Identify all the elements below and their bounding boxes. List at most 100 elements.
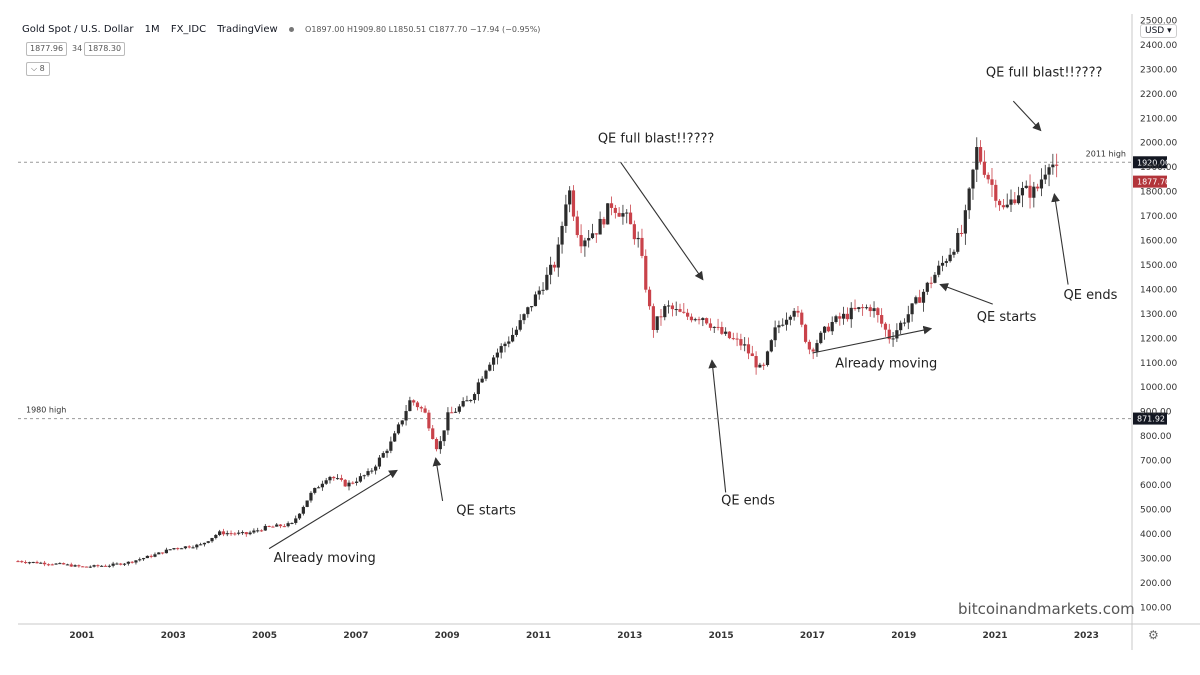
candle-body	[929, 282, 933, 284]
candle-body	[431, 428, 435, 440]
candle-body	[708, 323, 713, 328]
candle-body	[46, 564, 51, 566]
candle-body	[617, 212, 621, 217]
candle-body	[206, 541, 210, 543]
candle-body	[309, 492, 313, 501]
candle-body	[111, 563, 115, 566]
candle-body	[290, 522, 294, 524]
candle-body	[940, 262, 945, 266]
candle-body	[625, 212, 629, 214]
ask-box[interactable]: 1878.30	[84, 42, 126, 56]
candle-body	[952, 251, 956, 255]
candle-body	[415, 402, 420, 408]
candle-body	[1043, 174, 1047, 180]
candle-body	[750, 353, 754, 357]
annotation-label: QE ends	[1064, 288, 1118, 303]
annotation-arrow	[432, 457, 444, 502]
candle-body	[126, 561, 130, 564]
candle-body	[556, 244, 560, 268]
candle-body	[689, 316, 694, 321]
level-label: 2011 high	[1086, 149, 1126, 158]
x-tick-label: 2017	[800, 631, 825, 641]
x-tick-label: 2015	[709, 631, 734, 641]
candle-body	[355, 481, 359, 483]
annotation-arrow	[939, 283, 993, 305]
candle-body	[267, 525, 271, 527]
candle-body	[65, 564, 70, 566]
candle-body	[100, 565, 104, 567]
candle-body	[404, 411, 408, 421]
candle-body	[769, 340, 773, 352]
candle-body	[678, 309, 682, 312]
y-tick-label: 1500.00	[1140, 261, 1177, 271]
candle-body	[575, 216, 579, 236]
candle-body	[982, 161, 986, 175]
candle-body	[537, 290, 541, 295]
candle-body	[568, 190, 572, 205]
candle-body	[594, 233, 598, 235]
candle-body	[533, 294, 538, 307]
candle-body	[183, 546, 188, 549]
candle-body	[781, 324, 785, 326]
candle-body	[758, 364, 762, 368]
candle-body	[754, 356, 758, 368]
candle-body	[240, 532, 245, 534]
candle-body	[320, 483, 324, 488]
candle-body	[1028, 185, 1032, 198]
annotation-label: Already moving	[835, 357, 937, 372]
currency-button[interactable]: USD ▾	[1140, 24, 1177, 38]
candle-body	[54, 563, 58, 565]
candle-body	[160, 552, 165, 554]
candle-body	[670, 305, 674, 310]
candle-body	[210, 537, 214, 542]
candle-body	[792, 310, 796, 317]
annotation-label: Already moving	[274, 551, 376, 566]
candle-body	[1039, 179, 1044, 189]
candle-body	[393, 433, 397, 442]
candle-body	[50, 564, 54, 566]
candle-body	[666, 305, 671, 307]
candle-body	[921, 291, 926, 303]
interval-label[interactable]: 1M	[144, 24, 160, 35]
level-badge	[1133, 412, 1167, 425]
candle-body	[944, 261, 948, 263]
y-tick-label: 1200.00	[1140, 334, 1177, 344]
candle-body	[453, 411, 458, 413]
candle-body	[864, 307, 869, 309]
annotation-arrow	[620, 161, 704, 281]
bid-box[interactable]: 1877.96	[26, 42, 68, 56]
annotation-arrow	[812, 325, 933, 354]
y-tick-label: 1800.00	[1140, 188, 1177, 198]
candle-body	[1051, 164, 1055, 168]
candle-body	[765, 351, 770, 366]
dot-icon	[288, 26, 294, 32]
candle-body	[857, 307, 861, 310]
candle-body	[503, 343, 507, 347]
candle-body	[39, 562, 43, 564]
candle-body	[472, 394, 477, 401]
gear-icon[interactable]: ⚙	[1148, 628, 1159, 642]
candle-body	[883, 323, 888, 330]
annotation-arrow	[1012, 100, 1042, 132]
candle-body	[84, 566, 89, 568]
candle-body	[199, 544, 203, 546]
candle-body	[400, 420, 404, 425]
y-tick-label: 800.00	[1140, 432, 1172, 442]
candle-body	[351, 482, 355, 484]
candle-body	[20, 561, 24, 563]
last-price-text: 1877.70	[1137, 178, 1170, 187]
y-tick-label: 700.00	[1140, 457, 1172, 467]
candle-body	[724, 331, 728, 334]
symbol-title[interactable]: Gold Spot / U.S. Dollar	[22, 24, 134, 35]
collapse-indicators-button[interactable]: ⌵ 8	[26, 62, 50, 76]
candle-body	[739, 339, 743, 346]
candle-body	[693, 319, 697, 321]
candle-body	[324, 480, 328, 484]
candle-body	[621, 213, 625, 217]
candle-body	[282, 526, 286, 528]
candle-body	[880, 315, 884, 324]
candle-body	[990, 179, 994, 185]
annotation-label: QE ends	[721, 494, 775, 509]
candle-body	[141, 558, 146, 560]
